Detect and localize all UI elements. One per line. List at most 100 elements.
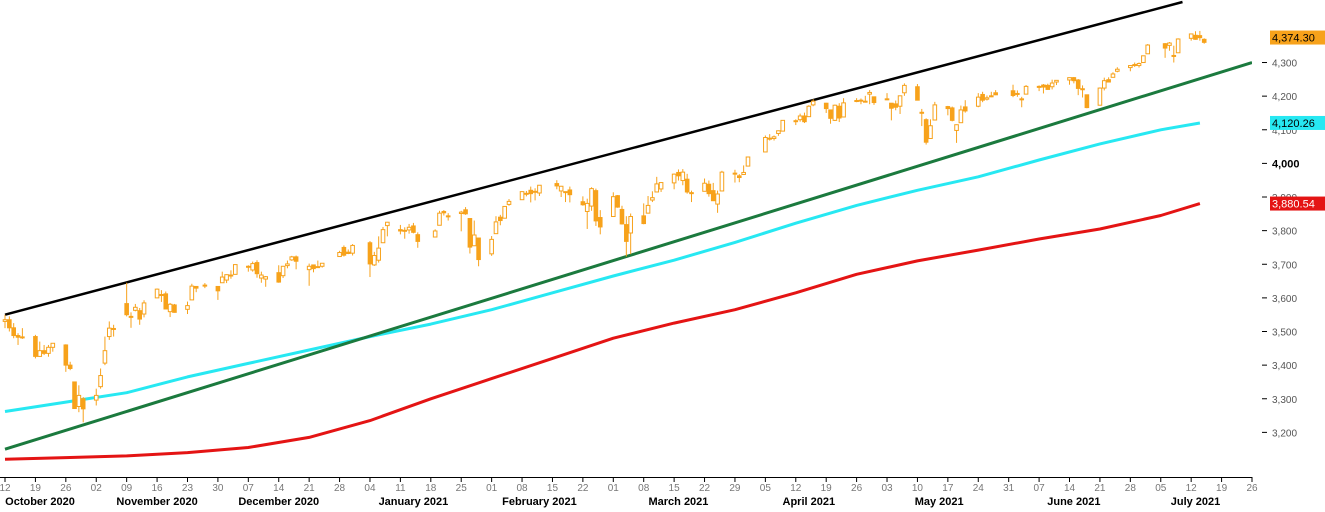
candle <box>867 90 872 105</box>
candle-body-up <box>654 183 660 193</box>
candle <box>563 191 568 203</box>
candle-body-down <box>246 265 251 268</box>
candle <box>1015 90 1020 97</box>
month-label: December 2020 <box>238 496 319 508</box>
candle <box>745 156 751 167</box>
candle-body-down <box>1071 77 1077 82</box>
candle-body-down <box>67 364 73 369</box>
candle-body-down <box>228 274 234 277</box>
candle-body-up <box>671 173 677 184</box>
price-badge-bg <box>1270 30 1325 45</box>
candle <box>532 188 538 201</box>
candle <box>884 93 890 101</box>
candle <box>558 185 564 198</box>
candle-body-down <box>1132 64 1137 67</box>
candle <box>476 237 481 267</box>
candle-body-up <box>645 204 651 214</box>
candle <box>67 361 73 371</box>
candle <box>463 207 468 215</box>
x-tick-label: 28 <box>334 483 346 494</box>
candle <box>975 93 981 108</box>
candle <box>133 303 138 312</box>
x-tick-label: 11 <box>395 483 406 494</box>
x-tick-label: 05 <box>760 483 772 494</box>
candle <box>624 216 629 257</box>
candle-body-up <box>98 375 103 388</box>
candle <box>1045 83 1051 90</box>
x-tick-label: 22 <box>577 483 589 494</box>
candle-body-down <box>993 92 998 96</box>
x-tick-label: 21 <box>1094 483 1106 494</box>
y-tick-label: 4,100 <box>1272 126 1297 137</box>
candle <box>228 270 234 279</box>
y-tick-label: 3,700 <box>1272 260 1297 271</box>
candle-body-down <box>467 218 473 248</box>
candle-body-down <box>345 251 351 255</box>
y-tick-label: 4,000 <box>1272 158 1300 170</box>
candle-body-up <box>928 125 933 140</box>
candle <box>280 265 286 279</box>
candle-body-down <box>593 190 599 222</box>
candle-body-up <box>1115 68 1120 72</box>
candle <box>1084 94 1090 109</box>
candle-body-up <box>810 100 816 106</box>
candle-body-up <box>732 172 738 175</box>
candle <box>1171 45 1177 63</box>
price-badge-label: 3,880.54 <box>1272 199 1315 211</box>
x-tick-label: 14 <box>1064 483 1076 494</box>
x-tick-label: 08 <box>638 483 650 494</box>
candle <box>1097 87 1103 106</box>
candle-body-up <box>380 229 386 244</box>
month-label: May 2021 <box>915 496 964 508</box>
candle-body-up <box>658 182 664 190</box>
candle-body-up <box>745 156 751 167</box>
candle-body-down <box>411 225 416 233</box>
candle <box>984 95 990 101</box>
candle-body-up <box>771 136 777 140</box>
candle <box>76 385 82 413</box>
candle-body-up <box>50 342 56 348</box>
candle <box>502 205 507 219</box>
candle-body-down <box>989 95 994 98</box>
candle <box>411 222 416 234</box>
candle <box>1201 38 1207 44</box>
candle-body-up <box>897 95 903 107</box>
candle <box>263 276 268 287</box>
candle-body-up <box>319 262 325 267</box>
candle-body-up <box>715 193 720 205</box>
x-tick-label: 21 <box>304 483 316 494</box>
candle-body-down <box>276 272 282 283</box>
candle <box>1071 76 1077 84</box>
candle <box>219 271 225 284</box>
upper-channel-line <box>4 0 1183 316</box>
candle <box>645 196 651 214</box>
candle-body-down <box>736 175 742 179</box>
candle <box>406 223 412 234</box>
y-tick-label: 3,600 <box>1272 294 1297 305</box>
candle <box>98 368 103 389</box>
candle <box>458 210 464 232</box>
candle <box>1041 84 1046 94</box>
candle <box>432 229 438 238</box>
candle-body-down <box>706 183 712 195</box>
candle-body-up <box>610 196 616 218</box>
candle <box>854 98 859 103</box>
candle-body-down <box>15 335 21 338</box>
candle-body-up <box>76 394 82 407</box>
candle-body-down <box>871 96 877 104</box>
candle <box>185 301 190 315</box>
candle <box>506 199 512 206</box>
candle <box>37 341 43 357</box>
candle <box>128 312 134 328</box>
candle-body-up <box>402 229 408 232</box>
candle <box>315 260 321 269</box>
candle <box>684 173 690 194</box>
candle-body-up <box>975 96 981 107</box>
candle <box>832 104 838 122</box>
candle <box>741 165 746 175</box>
candle-body-up <box>154 288 160 299</box>
candle-body-down <box>159 294 164 297</box>
axis-layer: 4,3004,2004,1004,0003,9003,8003,7003,600… <box>0 59 1300 508</box>
candle <box>650 191 655 203</box>
